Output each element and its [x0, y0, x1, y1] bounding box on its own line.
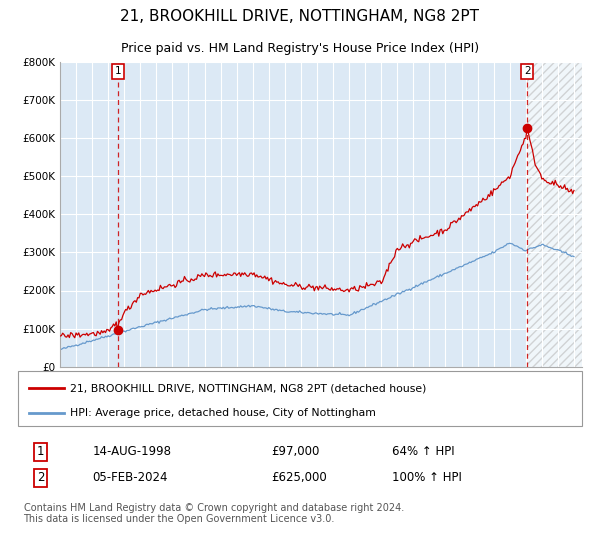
Text: HPI: Average price, detached house, City of Nottingham: HPI: Average price, detached house, City…	[70, 408, 376, 418]
Text: 05-FEB-2024: 05-FEB-2024	[92, 472, 168, 484]
Text: 21, BROOKHILL DRIVE, NOTTINGHAM, NG8 2PT: 21, BROOKHILL DRIVE, NOTTINGHAM, NG8 2PT	[121, 9, 479, 24]
Text: 1: 1	[115, 66, 121, 76]
FancyBboxPatch shape	[18, 371, 582, 426]
Text: 100% ↑ HPI: 100% ↑ HPI	[392, 472, 462, 484]
Text: Price paid vs. HM Land Registry's House Price Index (HPI): Price paid vs. HM Land Registry's House …	[121, 41, 479, 55]
Text: £97,000: £97,000	[271, 445, 320, 459]
Text: 64% ↑ HPI: 64% ↑ HPI	[392, 445, 455, 459]
Text: 14-AUG-1998: 14-AUG-1998	[92, 445, 172, 459]
Text: Contains HM Land Registry data © Crown copyright and database right 2024.
This d: Contains HM Land Registry data © Crown c…	[23, 503, 404, 525]
Text: 1: 1	[37, 445, 44, 459]
Text: 21, BROOKHILL DRIVE, NOTTINGHAM, NG8 2PT (detached house): 21, BROOKHILL DRIVE, NOTTINGHAM, NG8 2PT…	[70, 384, 426, 394]
Text: £625,000: £625,000	[271, 472, 327, 484]
Text: 2: 2	[37, 472, 44, 484]
Text: 2: 2	[524, 66, 530, 76]
